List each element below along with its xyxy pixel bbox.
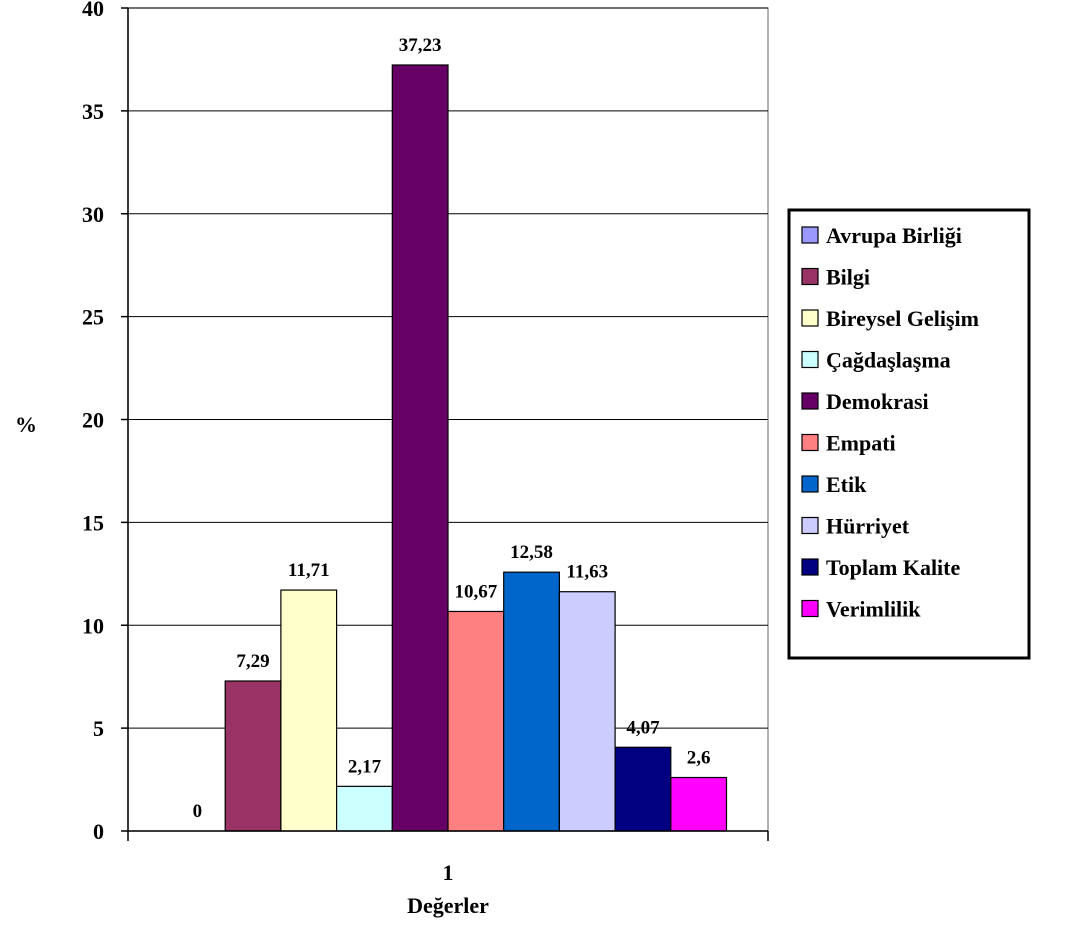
y-tick-label: 30	[82, 202, 104, 227]
legend-label: Demokrasi	[826, 389, 929, 414]
x-axis-title: Değerler	[407, 893, 489, 918]
y-tick-label: 25	[82, 305, 104, 330]
y-tick-label: 10	[82, 613, 104, 638]
bar-8	[558, 591, 616, 832]
legend-label: Avrupa Birliği	[826, 223, 962, 248]
bars	[224, 64, 728, 832]
data-label: 4,07	[626, 717, 660, 738]
bar-3	[280, 589, 338, 832]
data-label: 7,29	[236, 651, 269, 672]
data-label: 2,17	[348, 756, 382, 777]
legend-label: Çağdaşlaşma	[826, 348, 951, 373]
data-label: 11,63	[566, 562, 608, 583]
legend-swatch	[801, 475, 819, 493]
legend-label: Hürriyet	[826, 514, 910, 539]
legend-label: Empati	[826, 431, 896, 456]
bar-10	[670, 776, 728, 832]
legend-label: Toplam Kalite	[826, 555, 960, 580]
legend-label: Etik	[826, 472, 867, 497]
legend-swatch	[801, 350, 819, 369]
data-label: 11,71	[288, 560, 330, 581]
legend-swatch	[801, 433, 819, 452]
y-tick-label: 35	[82, 99, 104, 124]
legend-swatch	[801, 226, 819, 244]
legend-label: Bilgi	[826, 265, 870, 290]
y-tick-label: 40	[82, 0, 104, 21]
y-tick-label: 0	[93, 819, 104, 844]
y-axis-title: %	[15, 412, 37, 437]
legend: Avrupa Birliği Bilgi Bireysel Gelişim Çağda…	[787, 208, 1031, 660]
axes: 0 5 10 15 20 25 30 35 40	[82, 0, 769, 844]
data-label: 12,58	[510, 542, 553, 563]
legend-swatch	[801, 516, 819, 535]
bar-5	[391, 64, 449, 832]
legend-label: Bireysel Gelişim	[826, 306, 979, 331]
bar-4	[336, 785, 393, 832]
legend-label: Verimlilik	[826, 597, 921, 622]
legend-swatch	[801, 267, 819, 286]
y-tick-label: 20	[82, 408, 104, 433]
data-label: 10,67	[454, 581, 497, 602]
legend-swatch	[801, 392, 819, 410]
y-tick-label: 5	[93, 716, 104, 741]
data-label: 2,6	[687, 748, 711, 769]
data-label: 37,23	[399, 35, 442, 56]
legend-swatch	[801, 309, 819, 327]
y-tick-label: 15	[82, 510, 104, 535]
bar-6	[447, 610, 505, 832]
bar-2	[224, 680, 282, 832]
bar-7	[503, 571, 561, 832]
legend-swatch	[801, 558, 819, 576]
data-label: 0	[193, 801, 203, 822]
legend-box	[787, 208, 1031, 660]
x-tick-label: 1	[443, 860, 454, 885]
bar-9	[614, 746, 672, 832]
data-labels: 0 7,29 11,71 2,17 37,23 10,67 12,58 11,63 4,07 2,…	[193, 35, 711, 822]
legend-swatch	[801, 599, 819, 618]
